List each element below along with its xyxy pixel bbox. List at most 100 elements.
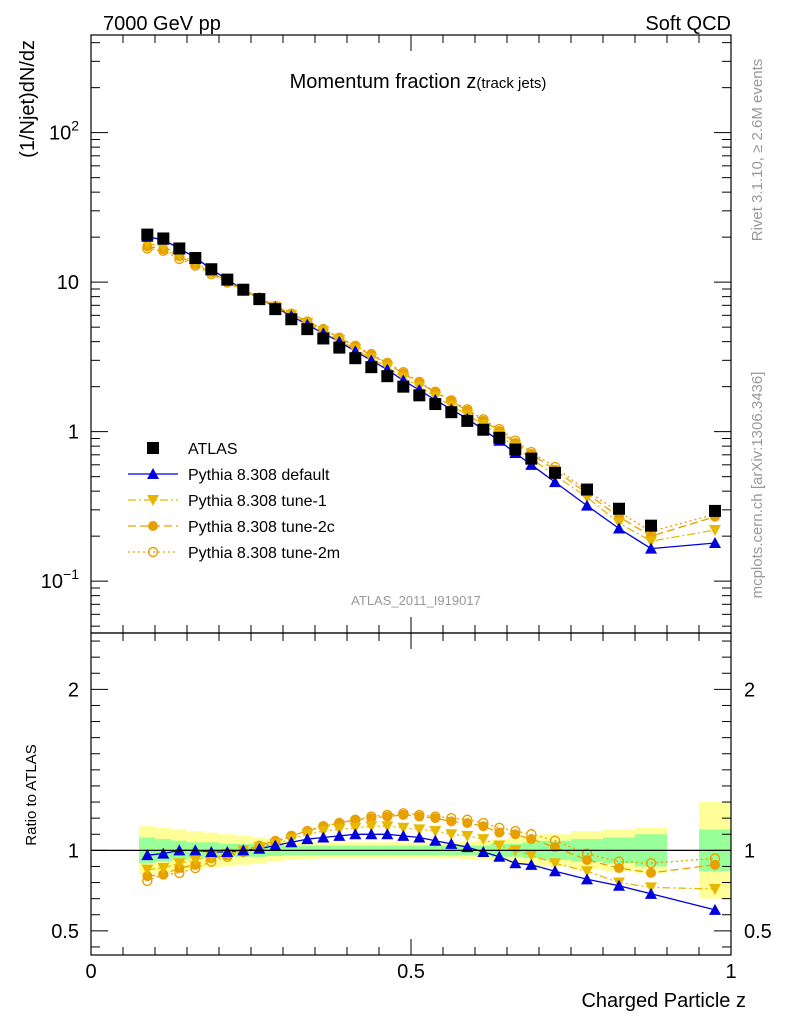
data-point-0 (581, 483, 593, 496)
x-axis-title: Charged Particle z (581, 990, 746, 1012)
y-tick-label-top: 10−1 (41, 566, 79, 593)
ratio-point-2 (445, 829, 458, 841)
data-point-1 (709, 536, 721, 548)
ratio-point-2 (365, 821, 378, 833)
data-point-0 (205, 263, 218, 276)
data-point-0 (349, 352, 362, 365)
ratio-point-1 (349, 828, 362, 840)
top-frame (90, 34, 732, 634)
ratio-point-3 (430, 813, 441, 824)
ratio-point-2 (493, 840, 506, 852)
ratio-point-3 (398, 809, 409, 820)
axes: 0 0.5 1 10−1 1 10 102 0.5 0.5 1 1 2 2 (41, 34, 772, 983)
data-point-0 (301, 323, 314, 336)
legend-marker-0 (147, 442, 159, 454)
data-point-0 (221, 273, 234, 286)
data-point-0 (285, 313, 298, 326)
data-point-0 (317, 332, 330, 345)
ratio-point-2 (157, 863, 170, 875)
ratio-line-2 (147, 825, 716, 890)
x-tick-label: 0.5 (397, 961, 425, 983)
data-point-0 (613, 502, 625, 515)
data-point-0 (429, 398, 442, 411)
ratio-point-1 (397, 829, 410, 841)
legend-item-3: Pythia 8.308 tune-2c (128, 519, 335, 536)
y-tick-label-ratio-right: 0.5 (744, 921, 772, 943)
ratio-point-3 (414, 811, 425, 822)
plot-title-main: Momentum fraction (290, 71, 467, 93)
ratio-series (141, 808, 721, 915)
data-point-0 (509, 443, 522, 456)
data-point-0 (269, 303, 282, 316)
ratio-point-3 (550, 842, 560, 853)
ratio-point-3 (158, 869, 169, 880)
ratio-point-2 (141, 864, 154, 876)
data-point-0 (333, 341, 346, 354)
plot-title-var: z (466, 71, 476, 93)
ratio-point-1 (429, 834, 442, 846)
y-tick-label-top: 1 (68, 422, 79, 444)
x-tick-label: 1 (725, 961, 736, 983)
ratio-point-3 (446, 816, 457, 827)
ratio-point-2 (549, 858, 561, 870)
ratio-point-3 (614, 863, 624, 874)
ratio-point-2 (429, 826, 442, 838)
plot-title-sub: (track jets) (476, 75, 546, 92)
ratio-point-1 (285, 836, 298, 848)
data-point-0 (645, 519, 657, 532)
y-tick-label-top: 102 (49, 118, 79, 145)
ratio-point-1 (413, 831, 426, 843)
y-axis-title-top: (1/Njet)dN/dz (17, 40, 39, 158)
y-tick-label-ratio: 1 (68, 840, 79, 862)
x-tick-label: 0 (85, 961, 96, 983)
ratio-point-2 (381, 821, 394, 833)
legend-label-2: Pythia 8.308 tune-1 (188, 493, 327, 510)
ratio-point-2 (709, 883, 721, 895)
data-point-0 (157, 232, 170, 245)
ratio-point-2 (525, 850, 538, 862)
ratio-point-1 (549, 865, 561, 877)
ratio-point-3 (494, 827, 505, 838)
data-point-0 (173, 242, 186, 255)
ratio-point-1 (461, 841, 474, 853)
ratio-point-2 (477, 834, 490, 846)
data-point-0 (525, 452, 538, 465)
ratio-frame (90, 632, 732, 956)
data-point-0 (381, 370, 394, 383)
legend-label-0: ATLAS (188, 441, 238, 458)
data-point-0 (253, 293, 266, 306)
data-point-0 (413, 389, 426, 402)
plot-title: Momentum fraction z(track jets) (290, 71, 547, 93)
ratio-point-3 (350, 814, 361, 825)
legend-label-1: Pythia 8.308 default (188, 467, 330, 484)
data-point-2 (709, 524, 721, 536)
ratio-point-3 (462, 817, 473, 828)
top-series (141, 228, 721, 554)
y-axis-title-ratio: Ratio to ATLAS (23, 744, 40, 845)
legend-marker-4 (147, 546, 159, 558)
legend-marker-1 (147, 468, 159, 479)
ratio-point-3 (582, 855, 592, 866)
ratio-point-1 (317, 831, 330, 843)
y-tick-label-ratio-right: 2 (744, 679, 755, 701)
data-point-0 (461, 414, 474, 427)
data-point-1 (581, 499, 593, 511)
ratio-point-1 (645, 887, 657, 899)
ratio-point-2 (173, 858, 186, 870)
data-point-2 (645, 536, 657, 548)
ratio-point-3 (710, 859, 720, 870)
legend-item-0: ATLAS (147, 441, 238, 458)
ratio-point-2 (461, 830, 474, 842)
legend: ATLAS Pythia 8.308 default Pythia 8.308 tu… (128, 441, 340, 562)
ratio-point-3 (646, 867, 656, 878)
data-point-1 (549, 476, 561, 488)
ratio-point-1 (709, 903, 721, 915)
data-point-0 (141, 228, 154, 241)
legend-item-4: Pythia 8.308 tune-2m (128, 545, 340, 562)
ratio-point-1 (301, 833, 314, 845)
data-point-0 (477, 423, 490, 436)
ratio-point-1 (157, 847, 170, 859)
ratio-point-2 (189, 855, 202, 867)
ratio-point-1 (525, 858, 538, 870)
ratio-point-1 (141, 849, 154, 861)
